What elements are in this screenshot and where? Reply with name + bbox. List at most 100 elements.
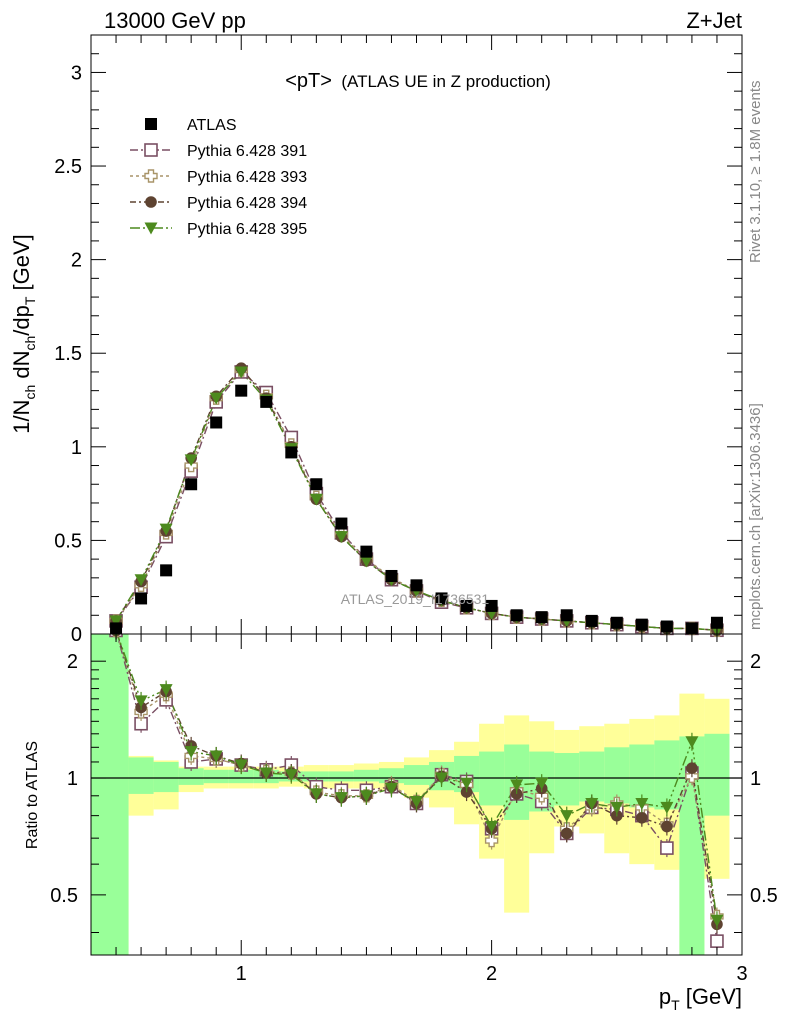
main-point-atlas bbox=[610, 616, 623, 629]
main-y-tick-label: 3 bbox=[71, 62, 82, 84]
main-point-395 bbox=[159, 523, 173, 536]
ratio-point-393 bbox=[484, 833, 499, 848]
main-point-atlas bbox=[535, 611, 548, 624]
main-point-atlas bbox=[160, 564, 173, 577]
ratio-y-tick-label-right: 0.5 bbox=[750, 885, 778, 907]
ratio-y-tick-label-left: 0.5 bbox=[50, 885, 78, 907]
main-point-atlas bbox=[235, 384, 248, 397]
ratio-point-395 bbox=[460, 777, 474, 790]
ratio-y-tick-label-left: 1 bbox=[67, 768, 78, 790]
main-y-tick-label: 2.5 bbox=[54, 156, 82, 178]
ratio-band-inner bbox=[604, 747, 630, 804]
main-point-395 bbox=[334, 531, 348, 544]
main-point-395 bbox=[309, 493, 323, 506]
watermark: ATLAS_2019_I1736531 bbox=[341, 591, 490, 607]
x-tick-label: 3 bbox=[736, 963, 747, 985]
ratio-point-395 bbox=[334, 792, 348, 805]
main-point-395 bbox=[209, 392, 223, 405]
main-title-sub: (ATLAS UE in Z production) bbox=[341, 72, 550, 91]
legend-label: Pythia 6.428 393 bbox=[187, 169, 307, 186]
main-point-atlas bbox=[310, 478, 323, 491]
ratio-y-tick-label-right: 1 bbox=[750, 768, 761, 790]
ratio-point-395 bbox=[535, 777, 549, 790]
header-energy-label: 13000 GeV pp bbox=[104, 8, 246, 33]
ratio-point-395 bbox=[510, 779, 524, 792]
ratio-point-395 bbox=[585, 797, 599, 810]
ratio-band-inner bbox=[704, 733, 730, 816]
main-point-atlas bbox=[510, 609, 523, 622]
ratio-point-395 bbox=[134, 695, 148, 708]
main-point-395 bbox=[359, 555, 373, 568]
main-y-tick-label: 1 bbox=[71, 437, 82, 459]
ratio-band-inner bbox=[203, 769, 229, 784]
side-text-mcplots: mcplots.cern.ch [arXiv:1306.3436] bbox=[747, 403, 764, 630]
main-point-atlas bbox=[285, 446, 298, 459]
main-y-tick-label: 0.5 bbox=[54, 530, 82, 552]
main-point-atlas bbox=[410, 579, 423, 592]
x-tick-label: 1 bbox=[236, 963, 247, 985]
legend-label: Pythia 6.428 394 bbox=[187, 195, 307, 212]
main-title: <pT> (ATLAS UE in Z production) bbox=[285, 70, 551, 92]
ratio-series-group bbox=[109, 634, 724, 951]
ratio-band-inner bbox=[128, 757, 154, 794]
legend: ATLAS Pythia 6.428 391 Pythia 6.428 393 Pyt… bbox=[130, 117, 307, 238]
main-axes: 0 0.5 1 1.5 2 2.5 3 bbox=[54, 34, 742, 646]
ratio-band-inner bbox=[153, 761, 179, 793]
ratio-point-395 bbox=[685, 736, 699, 749]
main-ylabel: 1/Nch dNch/dpT [GeV] bbox=[9, 234, 38, 434]
legend-marker-395 bbox=[144, 222, 158, 235]
main-point-395 bbox=[134, 574, 148, 587]
main-point-atlas bbox=[560, 609, 573, 622]
ratio-band-inner bbox=[353, 769, 379, 782]
x-tick-label: 2 bbox=[486, 963, 497, 985]
ratio-point-394 bbox=[636, 811, 648, 824]
ratio-point-394 bbox=[560, 827, 573, 840]
ratio-point-395 bbox=[184, 746, 198, 759]
ratio-band-inner bbox=[579, 751, 605, 802]
ratio-point-395 bbox=[209, 750, 223, 763]
ratio-band-inner bbox=[403, 765, 430, 785]
legend-label: ATLAS bbox=[187, 117, 237, 134]
x-axis-label: pT [GeV] bbox=[659, 984, 742, 1013]
legend-marker-393 bbox=[144, 169, 158, 183]
legend-marker-391 bbox=[144, 143, 158, 157]
main-point-395 bbox=[109, 615, 123, 628]
main-y-tick-label: 1.5 bbox=[54, 343, 82, 365]
ratio-point-395 bbox=[410, 796, 423, 809]
main-point-atlas bbox=[635, 618, 648, 631]
ratio-point-395 bbox=[384, 782, 398, 795]
main-point-atlas bbox=[335, 517, 348, 530]
main-point-atlas bbox=[585, 614, 598, 627]
header-process-label: Z+Jet bbox=[686, 8, 742, 33]
ratio-axes: 0.5 0.5 1 1 2 2 1 2 3 bbox=[50, 634, 778, 985]
ratio-point-395 bbox=[234, 759, 248, 772]
ratio-band-inner bbox=[91, 634, 129, 955]
ratio-point-394 bbox=[661, 820, 673, 833]
legend-label: Pythia 6.428 391 bbox=[187, 143, 307, 160]
ratio-point-395 bbox=[710, 914, 724, 927]
ratio-point-394 bbox=[510, 788, 523, 800]
ratio-plot-content bbox=[91, 634, 742, 955]
ratio-y-tick-label-right: 2 bbox=[750, 651, 761, 673]
ratio-y-tick-label-left: 2 bbox=[67, 651, 78, 673]
legend-marker-394 bbox=[145, 196, 157, 208]
ratio-point-395 bbox=[610, 801, 624, 814]
ratio-point-395 bbox=[359, 790, 373, 803]
ratio-band-inner bbox=[228, 769, 254, 784]
ratio-ylabel: Ratio to ATLAS bbox=[24, 741, 41, 849]
ratio-band-inner bbox=[178, 768, 204, 785]
ratio-point-395 bbox=[435, 772, 449, 785]
ratio-point-395 bbox=[560, 810, 574, 823]
main-point-atlas bbox=[385, 569, 398, 582]
main-y-tick-label: 2 bbox=[71, 250, 82, 272]
main-title-main: <pT> bbox=[285, 70, 332, 92]
ratio-point-395 bbox=[159, 684, 173, 697]
main-point-395 bbox=[234, 366, 248, 379]
ratio-band-inner bbox=[303, 771, 329, 782]
ratio-band-inner bbox=[328, 771, 354, 782]
main-point-atlas bbox=[435, 592, 448, 605]
main-y-tick-label: 0 bbox=[71, 624, 82, 646]
main-point-atlas bbox=[260, 395, 273, 408]
ratio-point-395 bbox=[635, 797, 649, 810]
ratio-band-inner bbox=[654, 740, 680, 810]
